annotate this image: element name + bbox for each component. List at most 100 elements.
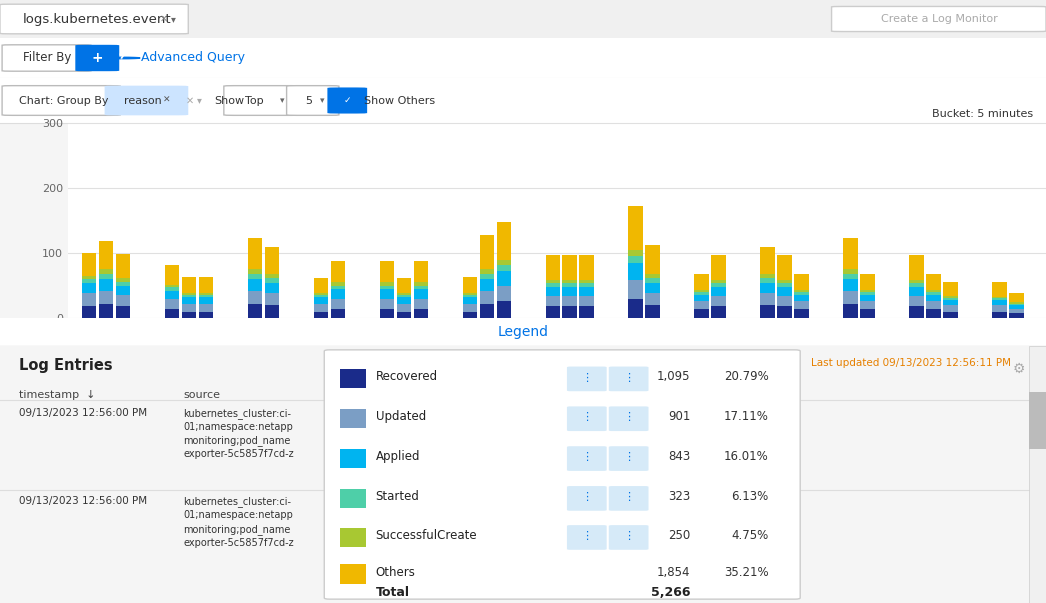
Bar	[479, 304, 494, 318]
Bar	[927, 295, 940, 301]
Bar	[99, 279, 113, 291]
Text: Started: Started	[376, 490, 419, 503]
Bar	[993, 298, 1006, 300]
Bar	[1009, 313, 1024, 318]
FancyBboxPatch shape	[2, 86, 120, 115]
Text: ⋮: ⋮	[582, 373, 592, 383]
Bar	[860, 274, 874, 290]
Bar	[909, 306, 924, 318]
Bar	[579, 287, 594, 296]
FancyBboxPatch shape	[327, 87, 367, 113]
Text: reason: reason	[124, 95, 162, 106]
Bar	[199, 312, 213, 318]
Bar	[629, 256, 643, 264]
Bar	[777, 255, 792, 280]
Text: ⋮: ⋮	[582, 531, 592, 541]
Bar	[843, 291, 858, 304]
Text: 17.11%: 17.11%	[724, 410, 769, 423]
Bar	[479, 291, 494, 304]
Bar	[843, 274, 858, 279]
Bar	[777, 280, 792, 283]
Bar	[99, 270, 113, 274]
Bar	[497, 301, 510, 318]
Bar	[563, 255, 577, 280]
Text: 843: 843	[668, 450, 690, 463]
Bar	[563, 296, 577, 306]
Bar	[413, 298, 428, 309]
Text: logs.kubernetes.event: logs.kubernetes.event	[23, 13, 172, 25]
Bar	[546, 287, 560, 296]
Bar	[645, 283, 660, 293]
Bar	[1009, 305, 1024, 309]
Bar	[340, 528, 366, 547]
Text: timestamp  ↓: timestamp ↓	[19, 390, 95, 400]
Text: Bucket: 5 minutes: Bucket: 5 minutes	[932, 109, 1033, 119]
Bar	[340, 369, 366, 388]
Bar	[695, 295, 709, 301]
Bar	[413, 285, 428, 289]
Bar	[546, 296, 560, 306]
Text: ✕: ✕	[186, 95, 195, 106]
Text: ?: ?	[118, 53, 124, 63]
FancyBboxPatch shape	[567, 446, 607, 471]
Bar	[340, 564, 366, 584]
Bar	[943, 298, 957, 300]
Text: Legend: Legend	[498, 325, 548, 339]
Bar	[462, 304, 477, 312]
Bar	[909, 255, 924, 280]
Bar	[579, 306, 594, 318]
Bar	[314, 292, 328, 295]
FancyBboxPatch shape	[609, 486, 649, 511]
Bar	[116, 279, 130, 282]
Bar	[116, 282, 130, 285]
Bar	[760, 305, 775, 318]
Bar	[777, 296, 792, 306]
Bar	[943, 296, 957, 298]
Bar	[479, 274, 494, 279]
Bar	[579, 280, 594, 283]
Text: SuccessfulCreate: SuccessfulCreate	[376, 529, 477, 542]
Bar	[331, 298, 345, 309]
Bar	[116, 295, 130, 306]
Bar	[462, 292, 477, 295]
Text: Show Others: Show Others	[364, 95, 435, 106]
Text: 6.13%: 6.13%	[731, 490, 769, 503]
Bar	[462, 297, 477, 304]
FancyBboxPatch shape	[567, 406, 607, 431]
Text: ⋮: ⋮	[582, 412, 592, 423]
Text: 35.21%: 35.21%	[724, 566, 769, 579]
Bar	[993, 282, 1006, 297]
Bar	[380, 309, 394, 318]
Bar	[380, 262, 394, 282]
Bar	[629, 206, 643, 250]
Text: ⋮: ⋮	[623, 412, 634, 423]
Bar	[165, 265, 179, 285]
Bar	[927, 274, 940, 290]
Text: Create a Log Monitor: Create a Log Monitor	[881, 14, 998, 24]
Bar	[546, 280, 560, 283]
Bar	[629, 298, 643, 318]
Bar	[116, 285, 130, 295]
Text: +: +	[91, 51, 104, 65]
Bar	[248, 291, 263, 304]
Bar	[860, 309, 874, 318]
Bar	[116, 306, 130, 318]
Bar	[927, 309, 940, 318]
Bar	[760, 274, 775, 279]
Bar	[265, 274, 279, 279]
Bar	[711, 255, 726, 280]
Bar	[777, 306, 792, 318]
Bar	[380, 285, 394, 289]
FancyBboxPatch shape	[287, 86, 339, 115]
Text: ⋮: ⋮	[623, 373, 634, 383]
Text: Total: Total	[376, 586, 410, 599]
Bar	[1009, 302, 1024, 304]
Text: 5,266: 5,266	[651, 586, 690, 599]
Bar	[645, 279, 660, 283]
Bar	[314, 297, 328, 304]
Bar	[943, 300, 957, 305]
FancyBboxPatch shape	[832, 7, 1046, 31]
Bar	[340, 449, 366, 468]
Text: Last updated 09/13/2023 12:56:11 PM: Last updated 09/13/2023 12:56:11 PM	[811, 358, 1010, 368]
Bar	[331, 289, 345, 298]
